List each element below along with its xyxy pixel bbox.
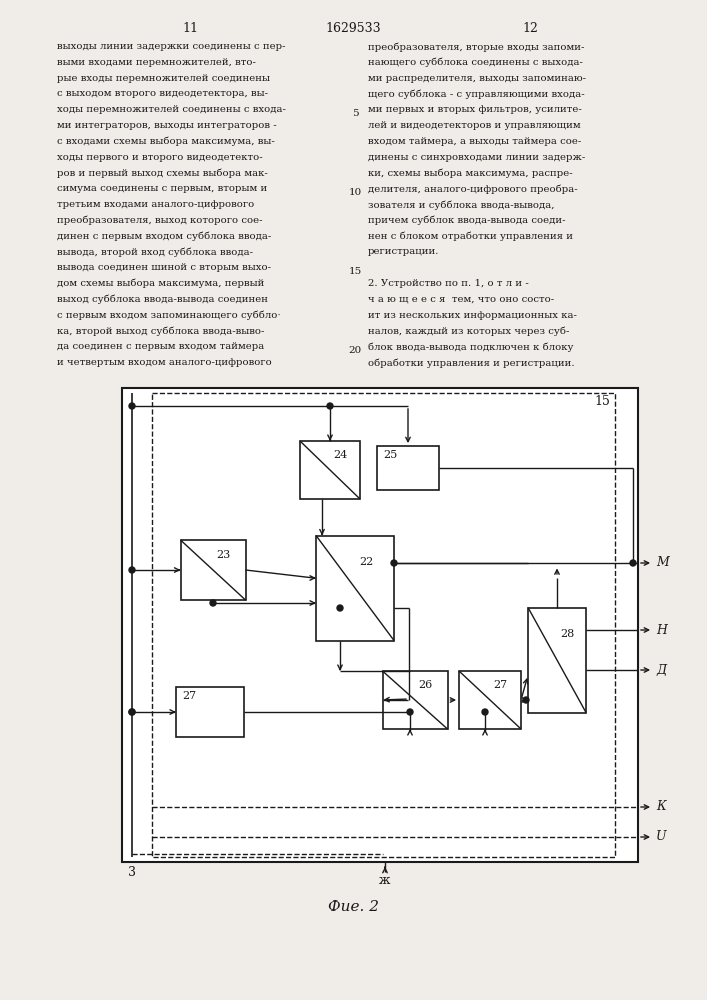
Text: налов, каждый из которых через суб-: налов, каждый из которых через суб- — [368, 326, 569, 336]
Text: 10: 10 — [349, 188, 361, 197]
Text: симума соединены с первым, вторым и: симума соединены с первым, вторым и — [57, 184, 267, 193]
Circle shape — [337, 605, 343, 611]
Circle shape — [523, 697, 529, 703]
Bar — [459, 671, 521, 729]
Text: 22: 22 — [359, 557, 373, 567]
Text: 11: 11 — [182, 22, 198, 35]
Circle shape — [407, 709, 413, 715]
Text: 27: 27 — [493, 680, 507, 690]
Text: 25: 25 — [383, 450, 397, 460]
Text: лей и видеодетекторов и управляющим: лей и видеодетекторов и управляющим — [368, 121, 580, 130]
Text: преобразователя, выход которого сое-: преобразователя, выход которого сое- — [57, 216, 262, 225]
Circle shape — [391, 560, 397, 566]
Text: ж: ж — [379, 874, 391, 887]
Text: преобразователя, вторые входы запоми-: преобразователя, вторые входы запоми- — [368, 42, 585, 51]
Text: ка, второй выход субблока ввода-выво-: ка, второй выход субблока ввода-выво- — [57, 326, 264, 336]
Text: и четвертым входом аналого-цифрового: и четвертым входом аналого-цифрового — [57, 358, 271, 367]
Text: с первым входом запоминающего субблоˑ: с первым входом запоминающего субблоˑ — [57, 311, 281, 320]
Text: блок ввода-вывода подключен к блоку: блок ввода-вывода подключен к блоку — [368, 342, 573, 352]
Text: третьим входами аналого-цифрового: третьим входами аналого-цифрового — [57, 200, 255, 209]
Text: ки, схемы выбора максимума, распре-: ки, схемы выбора максимума, распре- — [368, 168, 573, 178]
Text: ч а ю щ е е с я  тем, что оно состо-: ч а ю щ е е с я тем, что оно состо- — [368, 295, 554, 304]
Text: регистрации.: регистрации. — [368, 247, 440, 256]
Text: М: М — [656, 556, 669, 570]
Text: динены с синхровходами линии задерж-: динены с синхровходами линии задерж- — [368, 153, 585, 162]
Text: зователя и субблока ввода-вывода,: зователя и субблока ввода-вывода, — [368, 200, 554, 210]
Text: обработки управления и регистрации.: обработки управления и регистрации. — [368, 358, 575, 367]
Circle shape — [210, 600, 216, 606]
Circle shape — [129, 709, 135, 715]
Text: Н: Н — [656, 624, 667, 637]
Text: 2. Устройство по п. 1, о т л и -: 2. Устройство по п. 1, о т л и - — [368, 279, 529, 288]
Bar — [382, 671, 448, 729]
Text: ми интеграторов, выходы интеграторов -: ми интеграторов, выходы интеграторов - — [57, 121, 276, 130]
Text: 1629533: 1629533 — [325, 22, 381, 35]
Text: 15: 15 — [349, 267, 361, 276]
Circle shape — [129, 403, 135, 409]
Text: К: К — [656, 800, 665, 814]
Text: дом схемы выбора максимума, первый: дом схемы выбора максимума, первый — [57, 279, 264, 288]
Text: ми первых и вторых фильтров, усилите-: ми первых и вторых фильтров, усилите- — [368, 105, 582, 114]
Circle shape — [327, 403, 333, 409]
Text: ит из нескольких информационных ка-: ит из нескольких информационных ка- — [368, 311, 577, 320]
Text: 27: 27 — [182, 691, 196, 701]
Circle shape — [482, 709, 488, 715]
Text: 26: 26 — [419, 680, 433, 690]
Text: 23: 23 — [216, 550, 230, 560]
Circle shape — [630, 560, 636, 566]
Text: U: U — [656, 830, 667, 844]
Bar — [300, 441, 360, 499]
Text: входом таймера, а выходы таймера сое-: входом таймера, а выходы таймера сое- — [368, 137, 581, 146]
Text: 12: 12 — [522, 22, 538, 35]
Text: Д: Д — [656, 664, 666, 676]
Bar — [176, 687, 244, 737]
Text: да соединен с первым входом таймера: да соединен с первым входом таймера — [57, 342, 264, 351]
Text: щего субблока - с управляющими входа-: щего субблока - с управляющими входа- — [368, 89, 585, 99]
Text: нен с блоком отработки управления и: нен с блоком отработки управления и — [368, 232, 573, 241]
Text: динен с первым входом субблока ввода-: динен с первым входом субблока ввода- — [57, 232, 271, 241]
Text: вывода, второй вход субблока ввода-: вывода, второй вход субблока ввода- — [57, 247, 253, 257]
Text: с входами схемы выбора максимума, вы-: с входами схемы выбора максимума, вы- — [57, 137, 275, 146]
Text: 5: 5 — [351, 109, 358, 118]
Text: 15: 15 — [594, 395, 610, 408]
Text: ходы первого и второго видеодетекто-: ходы первого и второго видеодетекто- — [57, 153, 262, 162]
Text: ми распределителя, выходы запоминаю-: ми распределителя, выходы запоминаю- — [368, 74, 586, 83]
Text: нающего субблока соединены с выхода-: нающего субблока соединены с выхода- — [368, 58, 583, 67]
Text: рые входы перемножителей соединены: рые входы перемножителей соединены — [57, 74, 270, 83]
Bar — [180, 540, 245, 600]
Bar — [122, 388, 638, 862]
Text: 28: 28 — [560, 629, 574, 639]
Text: 20: 20 — [349, 346, 361, 355]
Bar — [377, 446, 439, 490]
Text: Фие. 2: Фие. 2 — [327, 900, 378, 914]
Text: вывода соединен шиной с вторым выхо-: вывода соединен шиной с вторым выхо- — [57, 263, 271, 272]
Text: с выходом второго видеодетектора, вы-: с выходом второго видеодетектора, вы- — [57, 89, 268, 98]
Text: ходы перемножителей соединены с входа-: ходы перемножителей соединены с входа- — [57, 105, 286, 114]
Circle shape — [129, 709, 135, 715]
Text: выходы линии задержки соединены с пер-: выходы линии задержки соединены с пер- — [57, 42, 286, 51]
Bar — [316, 536, 394, 641]
Text: выход субблока ввода-вывода соединен: выход субблока ввода-вывода соединен — [57, 295, 268, 304]
Bar — [528, 607, 586, 712]
Text: делителя, аналого-цифрового преобра-: делителя, аналого-цифрового преобра- — [368, 184, 578, 194]
Circle shape — [129, 567, 135, 573]
Text: причем субблок ввода-вывода соеди-: причем субблок ввода-вывода соеди- — [368, 216, 566, 225]
Text: 3: 3 — [128, 866, 136, 879]
Text: 24: 24 — [333, 450, 347, 460]
Text: ров и первый выход схемы выбора мак-: ров и первый выход схемы выбора мак- — [57, 168, 268, 178]
Text: выми входами перемножителей, вто-: выми входами перемножителей, вто- — [57, 58, 256, 67]
